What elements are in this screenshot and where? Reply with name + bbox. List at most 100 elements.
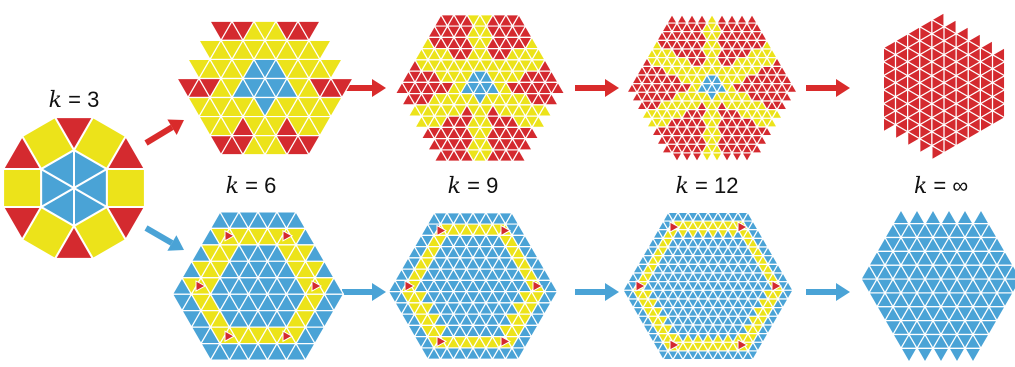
arrow-head	[836, 79, 850, 97]
red-triangle	[54, 225, 94, 260]
flower-tile	[691, 152, 703, 163]
flower-tile	[666, 13, 678, 24]
flower-k12	[626, 13, 798, 163]
flower-tile	[751, 143, 763, 154]
hexagon-blue-k-infinity	[860, 209, 1015, 363]
red-corner-triangle	[195, 280, 207, 292]
blue-tile	[988, 306, 1006, 322]
hex-tile	[767, 315, 779, 326]
flower-tile	[781, 91, 793, 102]
flower-tile	[531, 115, 546, 129]
k-value: 6	[264, 173, 277, 198]
flower-tile	[721, 152, 733, 163]
label-k-12: k = 12	[675, 173, 739, 199]
blue-tile	[908, 209, 926, 225]
red-corner-triangle	[224, 330, 236, 343]
arrow-head	[372, 79, 386, 97]
hex-tile	[511, 347, 526, 360]
red-corner-triangle	[669, 221, 681, 233]
red-corner-triangle	[635, 280, 647, 292]
flower-k9	[394, 14, 566, 162]
red-tile	[955, 131, 969, 147]
arrow-top-2	[575, 79, 619, 97]
red-triangle	[2, 135, 43, 170]
flower-tile	[550, 81, 566, 95]
blue-tile	[972, 209, 990, 225]
k-symbol: k	[675, 174, 689, 199]
arrow-head	[836, 283, 850, 301]
hex-tile	[304, 326, 326, 345]
arrow-top-3	[806, 79, 850, 97]
red-triangle	[54, 116, 94, 151]
hexagon-red-k-infinity	[882, 12, 1006, 161]
red-corner-triangle	[224, 229, 236, 242]
red-triangle	[105, 206, 146, 241]
flower-tile	[771, 109, 783, 119]
flower-tile	[544, 93, 559, 106]
hexagon-k12	[622, 211, 794, 361]
arrow-head	[167, 235, 184, 251]
hex-tile	[517, 336, 533, 349]
red-tile	[907, 131, 921, 147]
hex-tile	[314, 310, 335, 328]
flower-tile	[756, 135, 768, 145]
hex-tile	[757, 333, 769, 343]
hex-tile	[777, 298, 789, 309]
k-symbol: k	[225, 174, 240, 199]
flower-tile	[746, 13, 758, 24]
flower-tile	[319, 96, 343, 118]
arrow-bottom-3	[806, 283, 850, 301]
blue-tile	[996, 292, 1014, 308]
red-triangle	[2, 206, 43, 241]
k-value: ∞	[952, 173, 969, 198]
k-symbol: k	[913, 174, 928, 199]
arrow-bottom-1	[342, 283, 386, 301]
flower-tile	[686, 13, 698, 24]
blue-tile	[1004, 278, 1015, 294]
arrow-head	[372, 283, 386, 301]
red-corner-triangle	[500, 224, 512, 237]
red-tile	[967, 124, 982, 140]
arrow-bottom-2	[575, 283, 619, 301]
k-symbol: k	[447, 174, 462, 199]
flower-tile	[706, 13, 718, 24]
flower-tile	[716, 13, 728, 24]
red-corner-triangle	[532, 280, 544, 292]
flower-tile	[701, 152, 713, 163]
blue-tile	[964, 347, 982, 363]
flower-tile	[676, 13, 688, 24]
blue-tile	[916, 347, 934, 363]
hex-tile	[530, 313, 546, 326]
flower-tile	[726, 13, 738, 24]
k-value: 3	[87, 87, 100, 112]
flower-k6	[176, 20, 354, 156]
hex-tile	[747, 350, 759, 361]
red-tile	[931, 145, 945, 161]
red-tile	[882, 117, 897, 133]
blue-tile	[940, 209, 958, 225]
arrow-k3-to-k6-bottom	[144, 225, 184, 251]
flower-tile	[711, 152, 723, 163]
hex-tile	[537, 302, 552, 315]
blue-tile	[956, 209, 974, 225]
flower-tile	[297, 135, 321, 156]
blue-tile	[948, 347, 966, 363]
red-corner-triangle	[282, 229, 294, 242]
flower-tile	[761, 126, 773, 137]
hex-tile	[772, 307, 784, 317]
blue-tile	[924, 209, 942, 225]
red-corner-triangle	[737, 339, 749, 351]
blue-tile	[892, 209, 910, 225]
hex-tile	[295, 342, 316, 361]
flower-tile	[696, 13, 708, 24]
flower-tile	[511, 149, 527, 162]
hex-tile	[543, 291, 559, 304]
flower-tile	[319, 58, 343, 80]
red-corner-triangle	[404, 280, 416, 292]
hex-tile	[782, 289, 794, 300]
red-corner-triangle	[436, 224, 448, 237]
arrow-head	[605, 283, 619, 301]
blue-tile	[900, 347, 918, 363]
flower-tile	[776, 100, 788, 111]
